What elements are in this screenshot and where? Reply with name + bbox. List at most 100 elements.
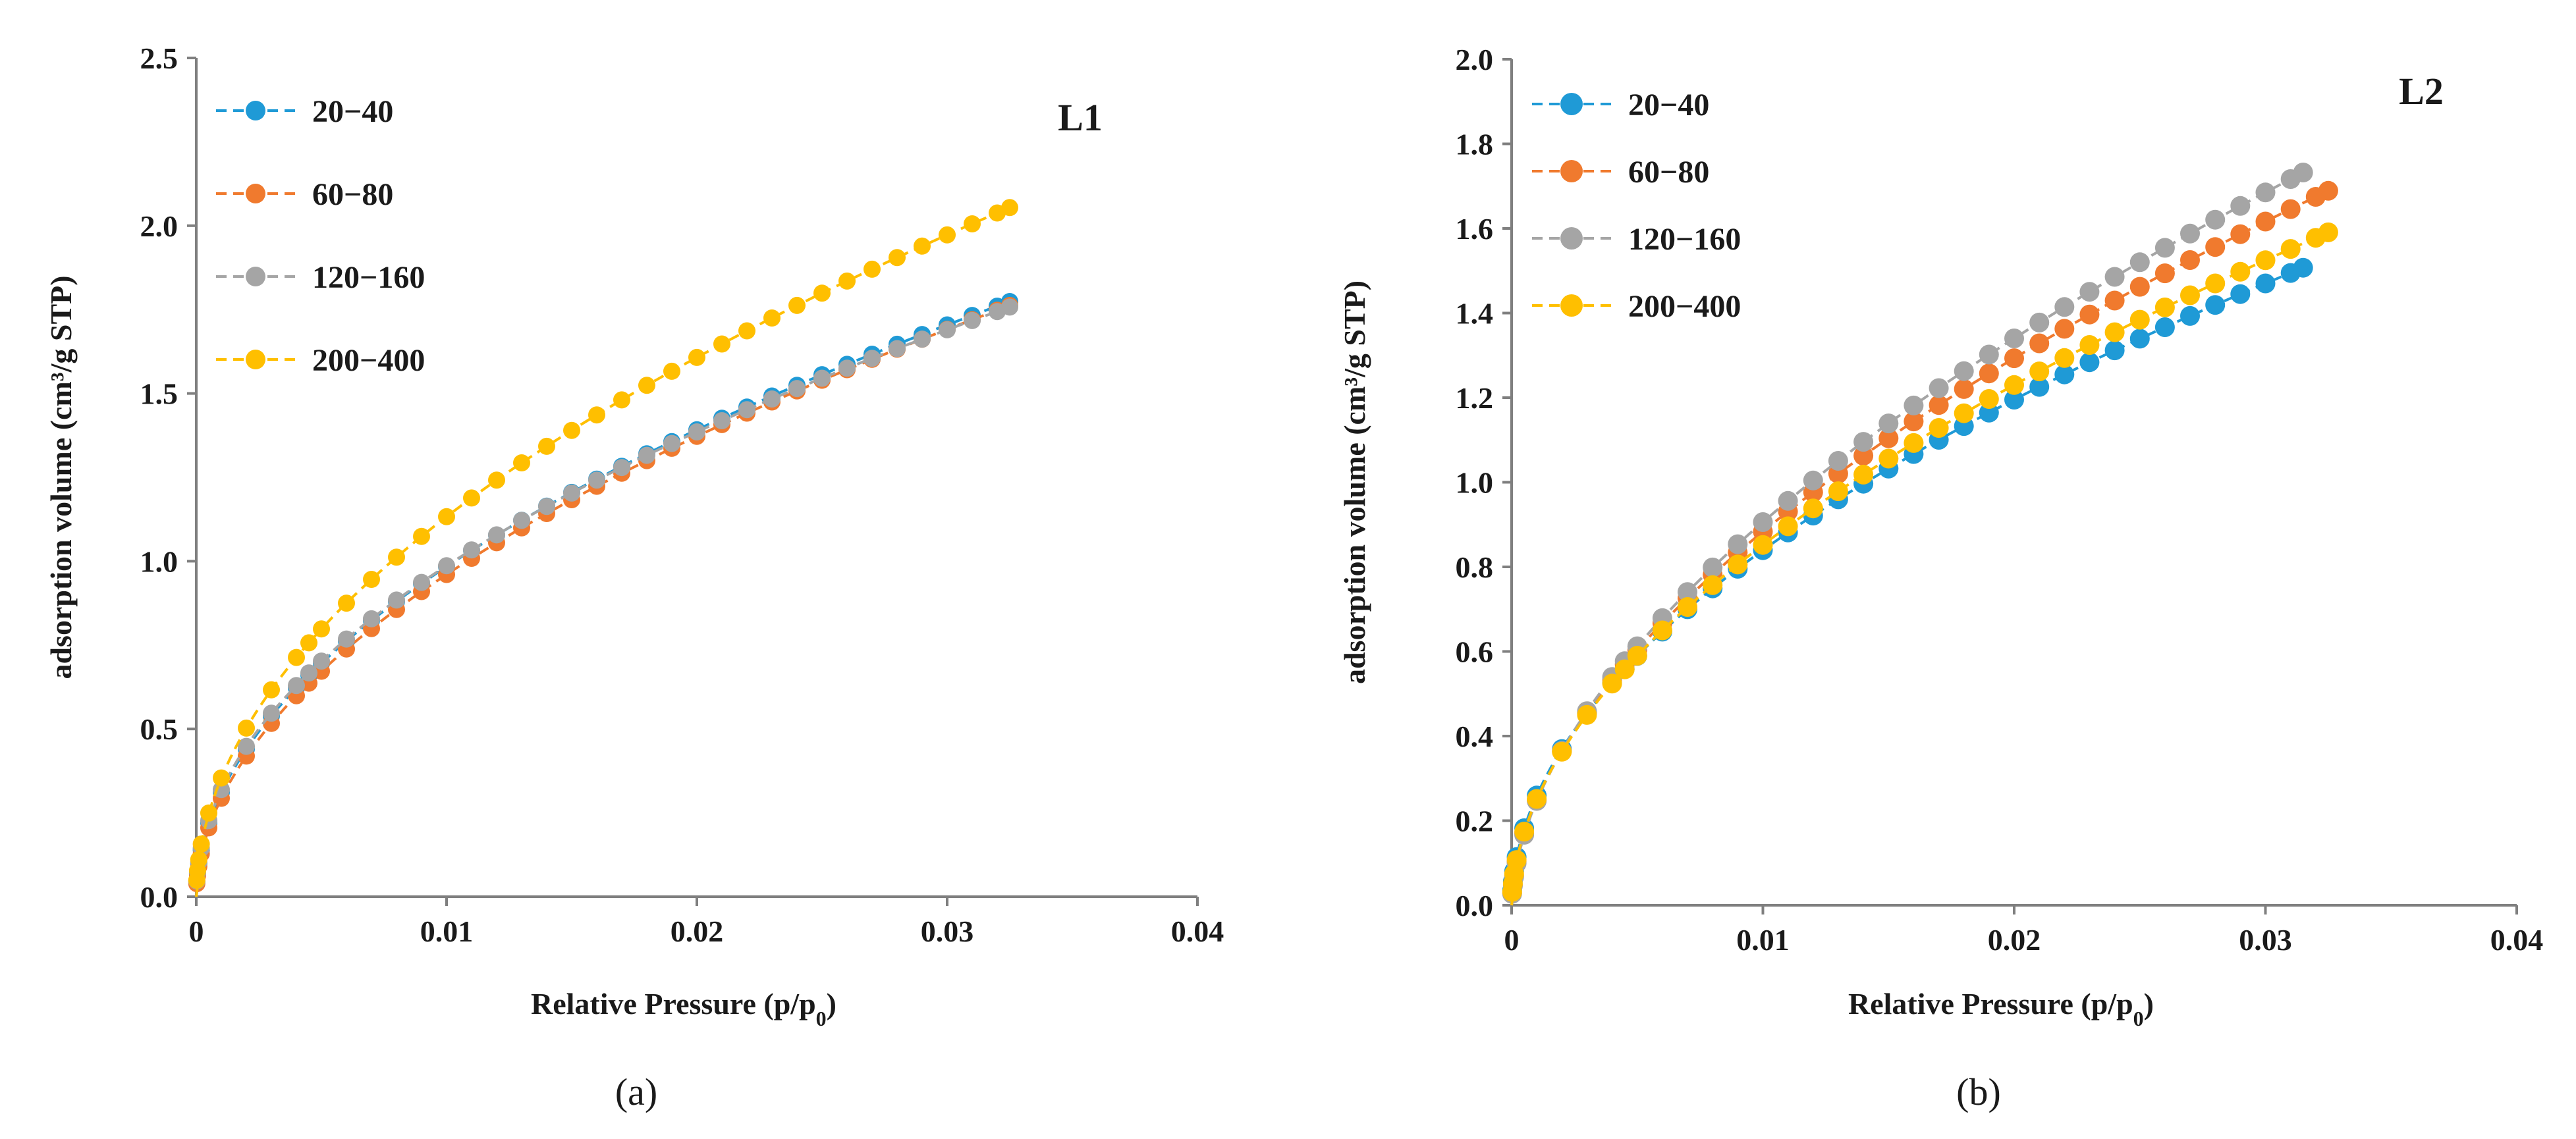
x-tick-label: 0 [189, 914, 204, 948]
panel-label: L2 [2399, 70, 2444, 113]
series-200-400 [1502, 222, 2338, 906]
data-point [1853, 446, 1874, 466]
data-point [300, 634, 317, 652]
data-point [1929, 378, 1949, 398]
legend-entry-60-80: 60−80 [1532, 155, 1709, 190]
y-tick-label: 0.2 [1456, 805, 1494, 838]
legend-label: 60−80 [1628, 155, 1709, 190]
x-axis-title: Relative Pressure (p/p0) [1848, 987, 2154, 1030]
data-point [1614, 659, 1635, 679]
legend-entry-120-160: 120−160 [216, 260, 425, 295]
data-point [2255, 182, 2276, 203]
data-point [1514, 822, 1535, 842]
data-point [2154, 317, 2175, 337]
data-point [1979, 363, 1999, 384]
data-point [2104, 290, 2125, 311]
data-point [2205, 295, 2226, 315]
legend-label: 60−80 [312, 177, 393, 212]
data-point [190, 851, 207, 868]
data-point [1954, 403, 1974, 423]
data-point [2129, 252, 2150, 273]
data-point [2318, 180, 2338, 201]
data-point [1979, 402, 1999, 423]
data-point [2129, 329, 2150, 349]
legend-entry-120-160: 120−160 [1532, 222, 1741, 257]
data-point [2054, 319, 2075, 339]
chart-panel-a: 0.0 0.5 1.0 1.5 2.0 2.5 0 0.01 0.02 0.03 0.04 adsor… [44, 41, 1224, 1113]
data-point [1753, 512, 1773, 532]
legend-marker [246, 101, 265, 120]
data-point [563, 484, 580, 502]
data-point [2054, 297, 2075, 317]
data-point [463, 489, 480, 507]
data-point [838, 272, 856, 290]
caption-b: (b) [1956, 1071, 2001, 1113]
panel-label: L1 [1058, 96, 1103, 139]
data-point [288, 649, 305, 666]
data-point [2280, 199, 2301, 219]
legend-label: 20−40 [1628, 88, 1709, 122]
data-point [2154, 238, 2175, 258]
data-point [964, 311, 981, 329]
data-point [2029, 361, 2050, 382]
data-point [2004, 348, 2024, 369]
legend-marker [246, 184, 265, 203]
x-tick-label: 0.04 [2490, 923, 2544, 957]
data-point [788, 296, 806, 314]
data-point [463, 541, 480, 559]
legend-entry-200-400: 200−400 [1532, 289, 1741, 324]
data-point [2180, 223, 2200, 244]
legend-marker [1560, 294, 1583, 317]
data-point [1506, 850, 1527, 870]
data-point [300, 664, 317, 682]
data-point [1577, 704, 1597, 725]
data-point [2129, 277, 2150, 297]
series-120-160 [188, 298, 1018, 897]
data-point [2293, 163, 2313, 182]
legend-label: 20−40 [312, 94, 393, 129]
legend-entry-200-400: 200−400 [216, 343, 425, 378]
data-point [1904, 395, 1924, 415]
series-line-20-40 [1510, 266, 2304, 906]
data-point [2280, 239, 2301, 259]
data-point [2180, 285, 2200, 305]
data-point [688, 348, 705, 366]
data-point [2029, 377, 2050, 397]
data-point [513, 454, 530, 471]
data-point [2154, 297, 2175, 317]
legend-marker [1560, 227, 1583, 250]
x-tick-label: 0.04 [1171, 914, 1224, 948]
data-point [1001, 298, 1018, 316]
data-point [438, 508, 455, 525]
y-tick-label: 0.0 [1456, 889, 1494, 922]
data-point [488, 471, 505, 489]
data-point [838, 359, 856, 377]
series-20-40 [1502, 257, 2313, 906]
data-point [1652, 620, 1672, 641]
data-point [788, 380, 806, 398]
y-tick-label: 0.6 [1456, 635, 1494, 669]
y-tick-label: 0.4 [1456, 720, 1494, 753]
data-point [663, 435, 680, 452]
data-point [1778, 516, 1798, 537]
data-point [263, 704, 280, 722]
data-point [1678, 582, 1697, 602]
data-point [914, 237, 931, 255]
legend-entry-60-80: 60−80 [216, 177, 393, 212]
data-point [939, 226, 956, 244]
data-point [1904, 433, 1924, 453]
legend-label: 120−160 [1628, 222, 1741, 257]
data-point [200, 804, 217, 822]
data-point [914, 331, 931, 348]
data-point [1979, 389, 1999, 409]
data-point [1728, 554, 1748, 575]
data-point [2079, 335, 2100, 355]
y-tick-label: 2.5 [140, 41, 178, 75]
data-point [2318, 222, 2338, 242]
series-line-200-400 [1510, 231, 2329, 906]
y-tick-label: 1.0 [140, 544, 178, 578]
data-point [2230, 284, 2251, 304]
x-tick-label: 0.01 [1736, 923, 1790, 957]
data-point [2255, 250, 2276, 271]
data-point [613, 459, 630, 477]
